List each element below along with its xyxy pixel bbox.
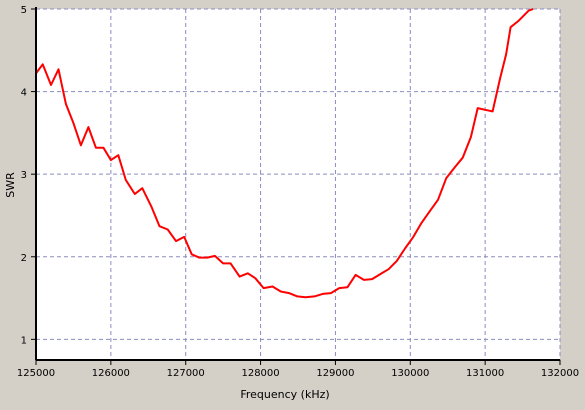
y-axis-label: SWR bbox=[4, 172, 17, 198]
y-tick-label: 4 bbox=[21, 88, 27, 99]
x-tick-label: 128000 bbox=[241, 368, 279, 379]
x-tick-label: 131000 bbox=[466, 368, 504, 379]
x-axis-label: Frequency (kHz) bbox=[240, 388, 329, 401]
series-layer bbox=[35, 8, 534, 299]
y-tick-label: 1 bbox=[21, 335, 27, 346]
plot-area bbox=[36, 9, 560, 360]
x-tick-labels: 125000 126000 127000 128000 129000 130000 1310… bbox=[17, 368, 579, 379]
y-tick-label: 2 bbox=[21, 253, 27, 264]
axes-layer bbox=[31, 7, 561, 365]
y-tick-label: 3 bbox=[21, 170, 27, 181]
x-tick-label: 125000 bbox=[17, 368, 55, 379]
x-tick-label: 126000 bbox=[92, 368, 130, 379]
x-tick-label: 127000 bbox=[167, 368, 205, 379]
y-tick-labels: 1 2 3 4 5 bbox=[21, 5, 27, 346]
x-tick-label: 130000 bbox=[391, 368, 429, 379]
y-tick-label: 5 bbox=[21, 5, 27, 16]
x-tick-label: 132000 bbox=[541, 368, 579, 379]
swr-series-line bbox=[35, 8, 534, 299]
x-tick-label: 129000 bbox=[316, 368, 354, 379]
